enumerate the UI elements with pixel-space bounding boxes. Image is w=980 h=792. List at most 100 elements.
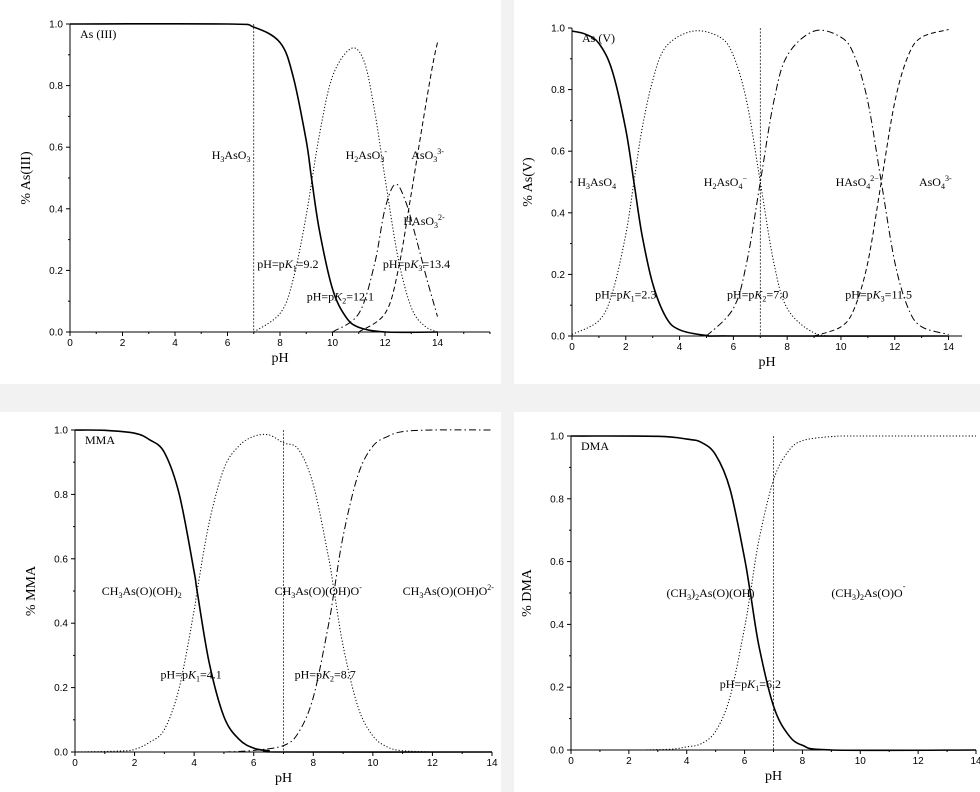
series-line-1 (253, 47, 438, 333)
y-tick-label: 0.8 (49, 81, 63, 92)
species-label: H2AsO4− (704, 174, 748, 191)
y-tick-label: 0.0 (54, 748, 68, 759)
y-tick-label: 0.0 (551, 332, 565, 343)
series-line-1 (643, 435, 977, 751)
y-tick-label: 1.0 (54, 426, 68, 437)
y-tick-label: 0.2 (551, 270, 565, 281)
y-tick-label: 0.6 (49, 143, 63, 154)
x-axis-label: pH (758, 355, 775, 370)
x-tick-label: 2 (132, 758, 138, 769)
x-axis-label: pH (765, 769, 782, 784)
x-tick-label: 8 (277, 338, 283, 349)
y-tick-label: 0.6 (550, 557, 564, 568)
x-tick-label: 8 (800, 756, 806, 767)
x-tick-label: 4 (191, 758, 197, 769)
x-tick-label: 4 (684, 756, 690, 767)
series-line-1 (571, 30, 842, 337)
x-tick-label: 0 (568, 756, 574, 767)
x-tick-label: 2 (626, 756, 632, 767)
x-tick-label: 14 (432, 338, 444, 349)
chart-mma: 0 2 4 6 8 10 12 14 0.0 0.2 0.4 0.6 0.8 1.0 pH % MMA MMA C… (0, 412, 501, 792)
y-tick-label: 0.6 (54, 554, 68, 565)
species-label: CH3As(O)(OH)2 (102, 584, 182, 600)
chart-as-iii-svg: 0 2 4 6 8 10 12 14 0.0 0.2 0.4 0.6 0.8 1.0 pH % As(III)… (19, 20, 491, 366)
y-axis-label: % As(V) (521, 157, 536, 207)
pka-label: pH=pK1=9.2 (257, 257, 318, 273)
x-tick-label: 6 (731, 342, 737, 353)
y-tick-label: 1.0 (551, 24, 565, 35)
x-tick-label: 6 (742, 756, 748, 767)
series-line-0 (69, 22, 438, 334)
x-tick-label: 10 (327, 338, 339, 349)
species-label: CH3As(O)(OH)O- (275, 583, 363, 600)
series-line-2 (223, 429, 493, 753)
pka-label: pH=pK3=11.5 (845, 287, 912, 303)
y-tick-label: 0.4 (551, 208, 565, 219)
chart-mma-svg: 0 2 4 6 8 10 12 14 0.0 0.2 0.4 0.6 0.8 1.0 pH % MMA MMA C… (24, 426, 498, 787)
chart-title: As (III) (80, 27, 116, 41)
x-tick-label: 2 (120, 338, 126, 349)
y-tick-label: 0.0 (49, 328, 63, 339)
series-line-3 (358, 42, 438, 333)
y-tick-label: 0.2 (49, 266, 63, 277)
chart-dma: 0 2 4 6 8 10 12 14 0.0 0.2 0.4 0.6 0.8 1.0 pH % DMA DMA (… (514, 412, 980, 792)
species-label: H3AsO4 (577, 175, 616, 191)
species-label: AsO33- (411, 147, 444, 164)
x-tick-label: 12 (379, 338, 391, 349)
series-line-2 (706, 29, 949, 337)
x-tick-label: 12 (889, 342, 901, 353)
y-tick-label: 0.4 (550, 620, 564, 631)
species-label: (CH3)2As(O)O- (831, 582, 905, 602)
y-axis-label: % MMA (24, 565, 39, 616)
x-tick-label: 4 (677, 342, 683, 353)
species-label: H3AsO3 (212, 148, 251, 164)
y-tick-label: 0.4 (54, 619, 68, 630)
y-tick-label: 0.0 (550, 746, 564, 757)
y-tick-label: 0.8 (54, 490, 68, 501)
chart-title: As (V) (582, 31, 615, 45)
series-line-1 (74, 433, 433, 753)
y-tick-label: 0.6 (551, 147, 565, 158)
y-tick-label: 0.2 (550, 683, 564, 694)
x-tick-label: 14 (970, 756, 980, 767)
series-line-0 (570, 435, 977, 752)
chart-as-v-svg: 0 2 4 6 8 10 12 14 0.0 0.2 0.4 0.6 0.8 1.0 pH % As(V) As… (521, 24, 962, 370)
x-axis-label: pH (271, 351, 288, 366)
y-axis-label: % DMA (520, 568, 535, 617)
y-tick-label: 1.0 (550, 432, 564, 443)
pka-label: pH=pK1=2.3 (595, 287, 656, 303)
y-tick-label: 0.8 (550, 494, 564, 505)
x-tick-label: 8 (784, 342, 790, 353)
x-tick-label: 6 (251, 758, 257, 769)
species-label: (CH3)2As(O)(OH) (666, 586, 754, 602)
y-tick-label: 0.2 (54, 683, 68, 694)
x-tick-label: 14 (486, 758, 498, 769)
y-axis-label: % As(III) (19, 151, 34, 205)
pka-label: pH=pK2=7.0 (727, 287, 788, 303)
series-line-0 (571, 30, 949, 337)
pka-label: pH=pK3=13.4 (383, 257, 450, 273)
chart-as-iii: 0 2 4 6 8 10 12 14 0.0 0.2 0.4 0.6 0.8 1.0 pH % As(III)… (0, 0, 501, 384)
pka-label: pH=pK2=12.1 (307, 290, 374, 306)
x-tick-label: 10 (367, 758, 379, 769)
series-line-2 (332, 183, 438, 333)
x-tick-label: 0 (72, 758, 78, 769)
x-tick-label: 0 (67, 338, 73, 349)
x-tick-label: 14 (943, 342, 955, 353)
chart-as-v: 0 2 4 6 8 10 12 14 0.0 0.2 0.4 0.6 0.8 1.0 pH % As(V) As… (514, 0, 980, 384)
species-label: HAsO32- (403, 213, 445, 230)
series-line-0 (74, 429, 493, 753)
panel-separator-horizontal (0, 384, 980, 412)
x-tick-label: 12 (427, 758, 439, 769)
x-tick-label: 10 (835, 342, 847, 353)
pka-label: pH=pK1=4.1 (161, 668, 222, 684)
chart-title: DMA (581, 439, 609, 453)
pka-label: pH=pK1=6.2 (720, 677, 781, 693)
x-tick-label: 4 (172, 338, 178, 349)
y-tick-label: 0.4 (49, 204, 63, 215)
x-tick-label: 8 (311, 758, 317, 769)
species-label: AsO43- (919, 174, 952, 191)
species-label: H2AsO3- (346, 147, 388, 164)
chart-dma-svg: 0 2 4 6 8 10 12 14 0.0 0.2 0.4 0.6 0.8 1.0 pH % DMA DMA (… (520, 432, 980, 785)
x-tick-label: 2 (623, 342, 629, 353)
